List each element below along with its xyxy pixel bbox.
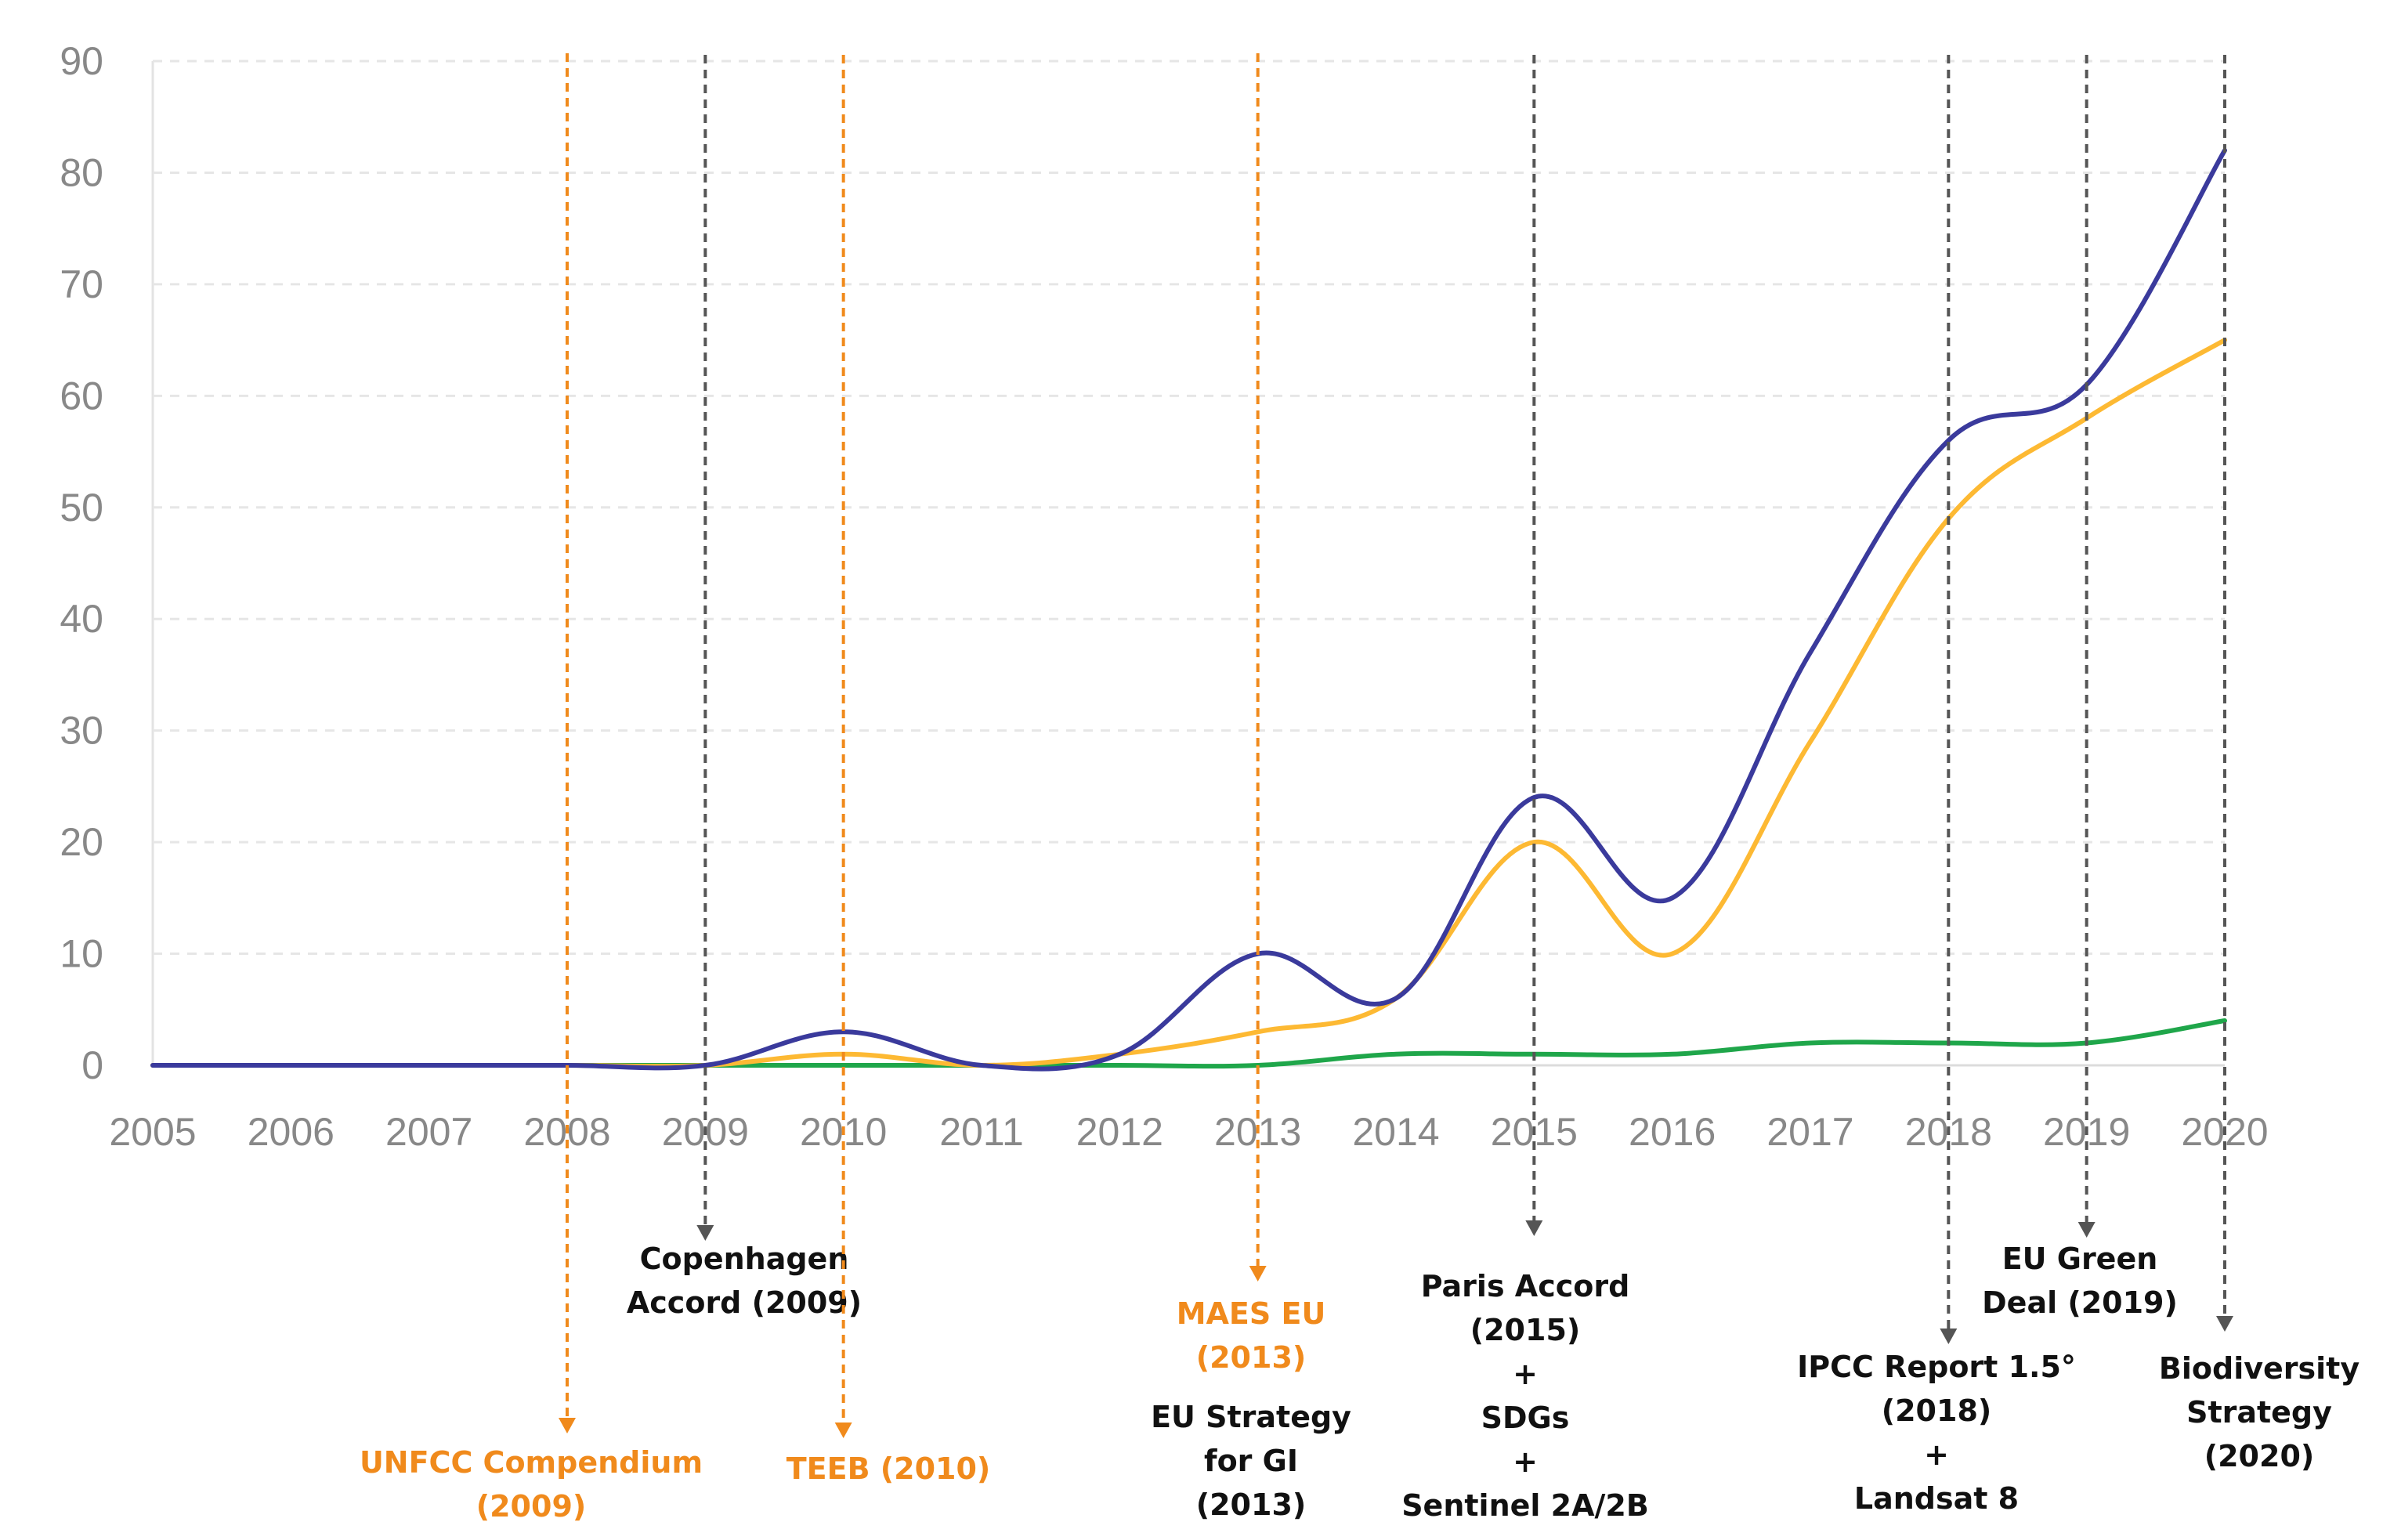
series-line-total bbox=[150, 148, 2227, 1072]
event-label-paris: + bbox=[1513, 1357, 1538, 1391]
notes: EU Strategy for GI (2013) bbox=[1151, 1400, 1351, 1522]
y-tick-label: 70 bbox=[60, 262, 103, 306]
event-label-greendeal: EU Green bbox=[2002, 1242, 2158, 1276]
note-label-eu-gi: EU Strategy bbox=[1151, 1400, 1351, 1434]
x-tick-label: 2016 bbox=[1629, 1110, 1716, 1154]
x-tick-label: 2017 bbox=[1766, 1110, 1853, 1154]
event-label-biodiversity: Strategy bbox=[2186, 1395, 2332, 1430]
event-label-maes: (2013) bbox=[1196, 1340, 1307, 1375]
event-arrow-teeb bbox=[834, 1423, 852, 1438]
x-tick-label: 2012 bbox=[1076, 1110, 1163, 1154]
y-tick-label: 10 bbox=[60, 932, 103, 976]
y-tick-label: 0 bbox=[81, 1043, 103, 1087]
event-label-paris: SDGs bbox=[1481, 1401, 1570, 1435]
y-axis: 0 10 20 30 40 50 60 70 80 90 bbox=[60, 39, 103, 1087]
x-tick-label: 2006 bbox=[248, 1110, 334, 1154]
series-line-series-orange bbox=[150, 338, 2227, 1069]
event-label-paris: (2015) bbox=[1470, 1313, 1581, 1347]
x-tick-label: 2007 bbox=[385, 1110, 472, 1154]
event-label-ipcc: Landsat 8 bbox=[1854, 1481, 2019, 1516]
x-tick-label: 2014 bbox=[1352, 1110, 1439, 1154]
series-lines bbox=[150, 148, 2227, 1072]
event-label-maes: MAES EU bbox=[1177, 1296, 1326, 1331]
event-label-copenhagen: Accord (2009) bbox=[627, 1285, 862, 1320]
note-label-eu-gi: for GI bbox=[1204, 1444, 1298, 1478]
event-arrow-copenhagen bbox=[696, 1225, 714, 1241]
event-label-unfccc: UNFCC Compendium bbox=[360, 1445, 703, 1480]
y-tick-label: 20 bbox=[60, 820, 103, 864]
event-label-paris: + bbox=[1513, 1444, 1538, 1479]
event-label-ipcc: + bbox=[1924, 1437, 1949, 1472]
y-tick-label: 40 bbox=[60, 597, 103, 641]
y-tick-label: 30 bbox=[60, 709, 103, 753]
event-label-unfccc: (2009) bbox=[476, 1489, 587, 1524]
event-arrow-paris bbox=[1525, 1220, 1543, 1236]
event-label-biodiversity: (2020) bbox=[2204, 1439, 2315, 1473]
event-markers: UNFCC Compendium (2009) Copenhagen Accord (… bbox=[360, 53, 2359, 1524]
event-arrow-ipcc bbox=[1940, 1329, 1958, 1344]
event-label-ipcc: IPCC Report 1.5° bbox=[1797, 1350, 2076, 1384]
y-tick-label: 90 bbox=[60, 39, 103, 83]
note-label-eu-gi: (2013) bbox=[1196, 1488, 1307, 1522]
y-tick-label: 80 bbox=[60, 150, 103, 194]
event-arrow-maes bbox=[1249, 1266, 1267, 1282]
event-label-greendeal: Deal (2019) bbox=[1982, 1285, 2178, 1320]
event-label-ipcc: (2018) bbox=[1882, 1394, 1992, 1428]
x-tick-label: 2011 bbox=[939, 1110, 1024, 1154]
event-label-paris: Sentinel 2A/2B bbox=[1401, 1488, 1649, 1523]
event-arrow-greendeal bbox=[2077, 1222, 2096, 1238]
x-tick-label: 2005 bbox=[109, 1110, 196, 1154]
event-label-teeb: TEEB (2010) bbox=[786, 1451, 991, 1486]
event-label-paris: Paris Accord bbox=[1421, 1269, 1630, 1303]
x-axis: 2005 2006 2007 2008 2009 2010 2011 2012 2013 2014… bbox=[109, 1110, 2268, 1154]
event-arrow-biodiversity bbox=[2216, 1316, 2233, 1332]
y-tick-label: 60 bbox=[60, 374, 103, 418]
event-label-biodiversity: Biodiversity bbox=[2159, 1351, 2359, 1386]
event-label-copenhagen: Copenhagen bbox=[640, 1242, 849, 1276]
y-tick-label: 50 bbox=[60, 486, 103, 530]
event-arrow-unfccc bbox=[559, 1418, 576, 1433]
